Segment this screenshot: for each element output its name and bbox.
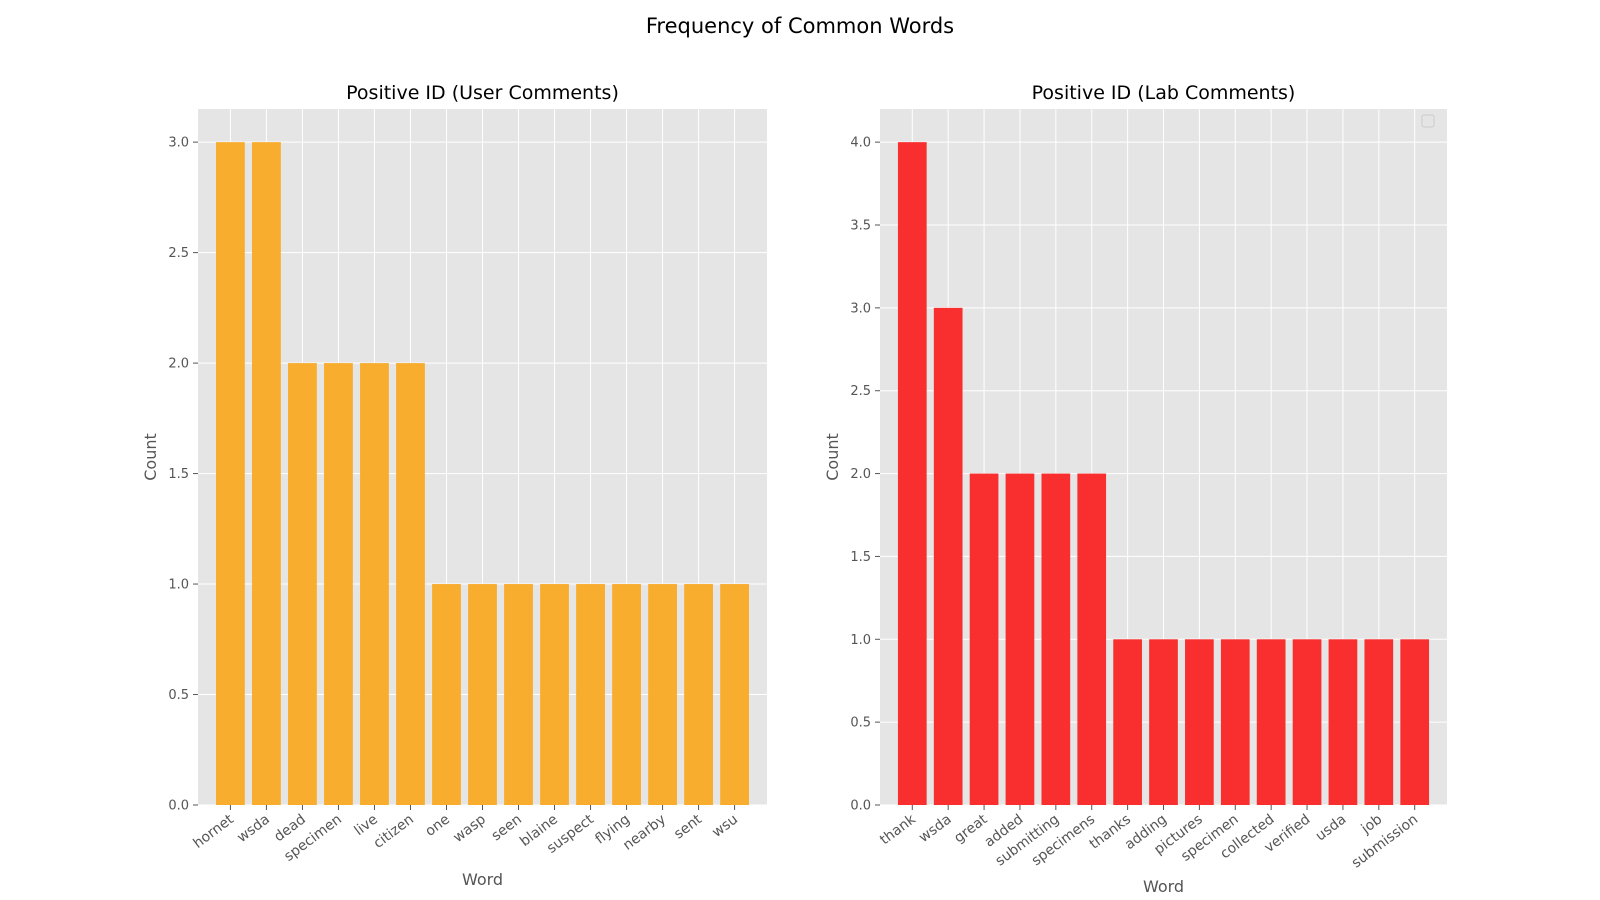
y-tick-label: 3.0 (168, 136, 189, 151)
x-tick-label-wsu: wsu (709, 811, 741, 840)
bar-verified (1292, 639, 1322, 805)
bar-one (432, 584, 461, 805)
y-tick-label: 1.5 (168, 467, 189, 482)
bar-suspect (576, 584, 605, 805)
bar-wsu (720, 584, 749, 805)
y-tick-label: 0.5 (850, 716, 871, 731)
y-tick-label: 0.0 (168, 799, 189, 814)
bar-blaine (540, 584, 569, 805)
bar-usda (1328, 639, 1358, 805)
x-tick-label-wsda: wsda (234, 811, 273, 846)
x-tick-label-submission: submission (1349, 811, 1421, 871)
subplot-title: Positive ID (Lab Comments) (1032, 82, 1296, 104)
x-tick-label-citizen: citizen (371, 811, 417, 851)
bar-thank (897, 142, 927, 806)
y-tick-label: 2.5 (168, 246, 189, 261)
y-tick-label: 2.0 (168, 357, 189, 372)
y-axis-label: Count (141, 433, 160, 481)
y-tick-label: 1.5 (850, 550, 871, 565)
bar-added (1005, 473, 1035, 805)
bar-citizen (396, 363, 425, 805)
bar-seen (504, 584, 533, 805)
bar-submission (1400, 639, 1430, 805)
bar-wsda (933, 307, 963, 805)
x-tick-label-usda: usda (1313, 811, 1349, 844)
y-axis-label: Count (823, 433, 842, 481)
x-axis-label: Word (1143, 877, 1184, 896)
bar-pictures (1185, 639, 1214, 805)
bar-great (969, 473, 999, 805)
y-tick-label: 3.0 (850, 301, 871, 316)
x-tick-label-hornet: hornet (191, 811, 238, 852)
bar-specimen (324, 363, 353, 805)
x-tick-label-thank: thank (877, 811, 919, 848)
y-tick-label: 2.0 (850, 467, 871, 482)
y-tick-label: 2.5 (850, 384, 871, 399)
y-tick-label: 1.0 (850, 633, 871, 648)
bar-job (1364, 639, 1394, 805)
bar-live (360, 363, 389, 805)
bar-specimens (1077, 473, 1107, 805)
legend-box (1421, 114, 1435, 128)
y-tick-label: 1.0 (168, 578, 189, 593)
x-tick-label-wasp: wasp (450, 811, 489, 846)
bar-specimen (1220, 639, 1250, 805)
bar-hornet (216, 142, 245, 806)
bar-collected (1256, 639, 1286, 805)
bar-sent (684, 584, 713, 805)
bar-submitting (1041, 473, 1071, 805)
x-tick-label-sent: sent (671, 811, 705, 842)
bar-thanks (1113, 639, 1142, 805)
bar-dead (288, 363, 317, 805)
chart-lab-comments: 0.00.51.01.52.02.53.03.54.0thankwsdagrea… (823, 82, 1447, 896)
bar-wasp (468, 584, 497, 805)
y-tick-label: 4.0 (850, 136, 871, 151)
bar-adding (1149, 639, 1178, 805)
figure-title: Frequency of Common Words (645, 14, 955, 38)
bar-wsda (252, 142, 281, 806)
x-axis-label: Word (462, 870, 503, 889)
y-tick-label: 0.5 (168, 688, 189, 703)
bar-nearby (648, 584, 677, 805)
x-tick-label-wsda: wsda (916, 811, 955, 846)
x-tick-label-one: one (422, 811, 452, 839)
chart-user-comments: 0.00.51.01.52.02.53.0hornetwsdadeadspeci… (141, 82, 767, 889)
bar-flying (612, 584, 641, 805)
y-tick-label: 3.5 (850, 219, 871, 234)
y-tick-label: 0.0 (850, 799, 871, 814)
subplot-title: Positive ID (User Comments) (346, 82, 619, 104)
